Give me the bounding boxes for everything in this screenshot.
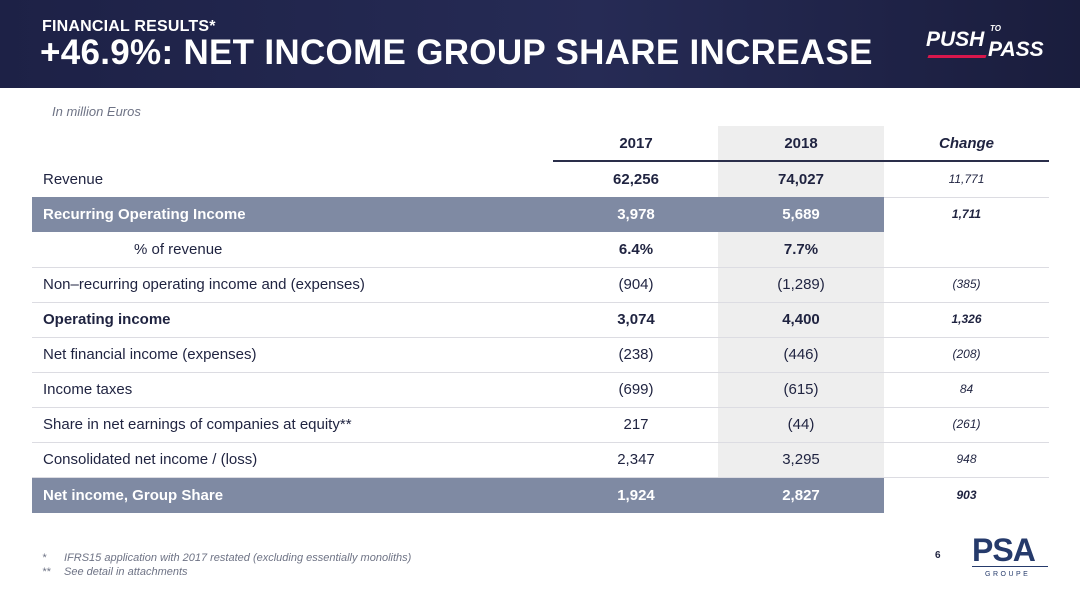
table-row-revenue: Revenue 62,256 74,027 11,771 xyxy=(32,162,1049,198)
value-2017: 217 xyxy=(623,416,649,433)
section-kicker: FINANCIAL RESULTS* xyxy=(42,18,216,35)
page-title: +46.9%: NET INCOME GROUP SHARE INCREASE xyxy=(40,33,873,72)
value-2017: 1,924 xyxy=(617,487,655,504)
table-row-income-taxes: Income taxes (699) (615) 84 xyxy=(32,372,1049,408)
value-change: (261) xyxy=(952,417,981,431)
psa-logo-mark: PSA xyxy=(972,532,1036,568)
column-header-change: Change xyxy=(938,135,994,152)
value-2018: (615) xyxy=(783,381,819,398)
value-change: (208) xyxy=(952,347,981,361)
table-row-percent-of-revenue: % of revenue 6.4% 7.7% xyxy=(32,232,1049,268)
table-row-recurring-operating-income: Recurring Operating Income 3,978 5,689 1… xyxy=(32,197,1049,232)
value-2018: 4,400 xyxy=(782,311,820,328)
value-2017: 2,347 xyxy=(617,451,655,468)
value-change: 903 xyxy=(956,488,977,502)
value-change: 1,711 xyxy=(951,207,982,221)
logo-word-pass: PASS xyxy=(988,38,1044,61)
value-2018: (44) xyxy=(787,416,815,433)
value-2018: (446) xyxy=(783,346,819,363)
column-header-2017: 2017 xyxy=(619,135,653,152)
value-change: (385) xyxy=(952,277,981,291)
table-row-net-income-group-share: Net income, Group Share 1,924 2,827 903 xyxy=(32,478,1049,513)
footnote-1: * IFRS15 application with 2017 restated (… xyxy=(42,552,411,564)
table-row-non-recurring: Non–recurring operating income and (expe… xyxy=(32,267,1049,303)
value-2018: 74,027 xyxy=(778,171,824,188)
value-2017: (699) xyxy=(618,381,654,398)
column-2018-highlight xyxy=(718,126,884,513)
psa-logo-subtitle: GROUPE xyxy=(985,571,1031,578)
row-label: Net financial income (expenses) xyxy=(43,346,257,363)
row-label: Operating income xyxy=(43,311,171,328)
logo-accent-bar xyxy=(927,55,987,58)
table-row-operating-income: Operating income 3,074 4,400 1,326 xyxy=(32,302,1049,338)
push-to-pass-logo: PUSH TO PASS xyxy=(926,24,1050,68)
row-label: % of revenue xyxy=(134,241,223,258)
value-2017: 3,074 xyxy=(617,311,655,328)
footnote-text: See detail in attachments xyxy=(64,566,188,578)
value-2018: 5,689 xyxy=(782,206,820,223)
value-2018: 3,295 xyxy=(782,451,820,468)
footnote-text: IFRS15 application with 2017 restated (e… xyxy=(64,552,412,564)
table-row-consolidated-net-income: Consolidated net income / (loss) 2,347 3… xyxy=(32,442,1049,478)
footnote-marker: ** xyxy=(42,566,51,578)
value-change xyxy=(884,232,1049,267)
value-2018: 2,827 xyxy=(782,487,820,504)
value-2017: (238) xyxy=(618,346,654,363)
row-label: Non–recurring operating income and (expe… xyxy=(43,276,365,293)
title-banner: FINANCIAL RESULTS* +46.9%: NET INCOME GR… xyxy=(0,0,1080,88)
column-header-2018: 2018 xyxy=(784,135,818,152)
row-label: Revenue xyxy=(43,171,104,188)
logo-word-to: TO xyxy=(990,24,1001,33)
row-label: Income taxes xyxy=(43,381,133,398)
value-2017: 3,978 xyxy=(617,206,655,223)
value-change: 11,771 xyxy=(948,172,985,186)
footnote-marker: * xyxy=(42,552,47,564)
value-2017: (904) xyxy=(618,276,654,293)
row-label: Net income, Group Share xyxy=(43,487,224,504)
psa-logo-rule xyxy=(972,566,1048,567)
value-change: 948 xyxy=(956,452,977,466)
psa-logo: PSA GROUPE xyxy=(968,532,1052,582)
row-label: Share in net earnings of companies at eq… xyxy=(43,416,352,433)
table-row-equity-earnings: Share in net earnings of companies at eq… xyxy=(32,407,1049,443)
footnote-2: ** See detail in attachments xyxy=(42,566,188,578)
page-number: 6 xyxy=(935,550,941,561)
header-rule xyxy=(553,160,1049,162)
logo-word-push: PUSH xyxy=(926,28,985,51)
value-2017: 62,256 xyxy=(613,171,659,188)
value-change: 1,326 xyxy=(951,312,982,326)
value-2018: 7.7% xyxy=(783,241,819,258)
value-2018: (1,289) xyxy=(777,276,825,293)
row-label: Recurring Operating Income xyxy=(43,206,246,223)
value-2017: 6.4% xyxy=(618,241,654,258)
value-change: 84 xyxy=(959,382,974,396)
row-label: Consolidated net income / (loss) xyxy=(43,451,258,468)
table-row-net-financial-income: Net financial income (expenses) (238) (4… xyxy=(32,337,1049,373)
units-note: In million Euros xyxy=(52,104,141,119)
